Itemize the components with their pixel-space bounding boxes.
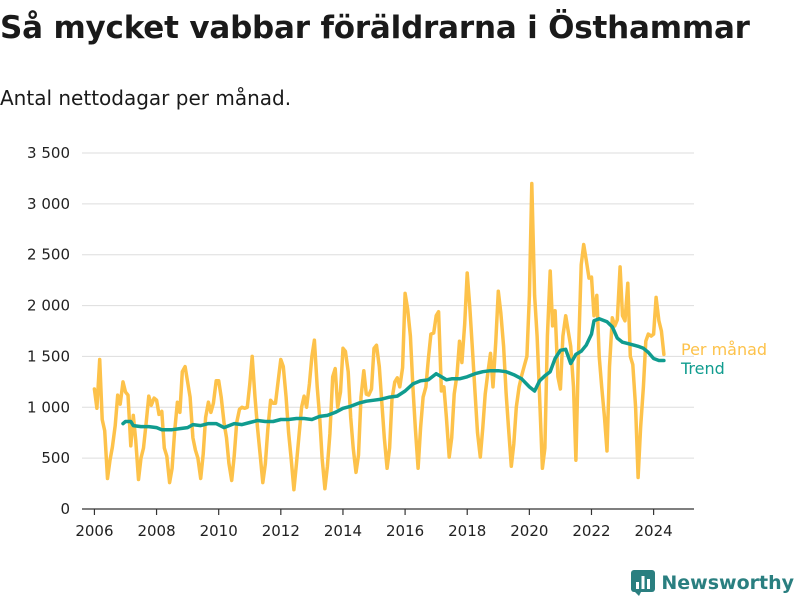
y-tick-label: 1 500 [27, 347, 70, 365]
x-tick-label: 2020 [510, 522, 548, 540]
y-tick-label: 3 000 [27, 195, 70, 213]
legend: Per månad Trend [680, 340, 767, 378]
x-tick-label: 2016 [386, 522, 424, 540]
y-tick-label: 1 000 [27, 398, 70, 416]
x-tick-label: 2024 [635, 522, 673, 540]
x-tick-label: 2018 [448, 522, 486, 540]
brand-logo: Newsworthy [631, 570, 794, 596]
y-tick-label: 2 500 [27, 246, 70, 264]
brand-name: Newsworthy [661, 572, 794, 594]
bar-chart-logo-icon [631, 570, 656, 596]
x-axis [82, 508, 694, 515]
y-tick-label: 500 [41, 449, 70, 467]
legend-label-trend: Trend [680, 359, 725, 378]
y-tick-label: 3 500 [27, 144, 70, 162]
y-tick-label: 0 [60, 500, 70, 518]
x-tick-label: 2008 [137, 522, 175, 540]
series-lines [92, 181, 666, 492]
series-line-trend [121, 317, 666, 432]
page-title: Så mycket vabbar föräldrarna i Östhammar [0, 10, 750, 46]
legend-label-per-manad: Per månad [681, 340, 767, 359]
series-line-per-manad [92, 181, 666, 492]
x-tick-label: 2012 [262, 522, 300, 540]
gridlines [82, 152, 694, 459]
x-tick-label: 2014 [324, 522, 362, 540]
x-tick-label: 2010 [200, 522, 238, 540]
x-tick-label: 2022 [572, 522, 610, 540]
page-subtitle: Antal nettodagar per månad. [0, 86, 292, 110]
x-axis-ticks: 2006 2008 2010 2012 2014 2016 2018 2020 2022 2024 [75, 522, 672, 540]
x-tick-label: 2006 [75, 522, 113, 540]
y-axis-ticks: 0 500 1 000 1 500 2 000 2 500 3 000 3 500 [27, 144, 70, 518]
y-tick-label: 2 000 [27, 297, 70, 315]
